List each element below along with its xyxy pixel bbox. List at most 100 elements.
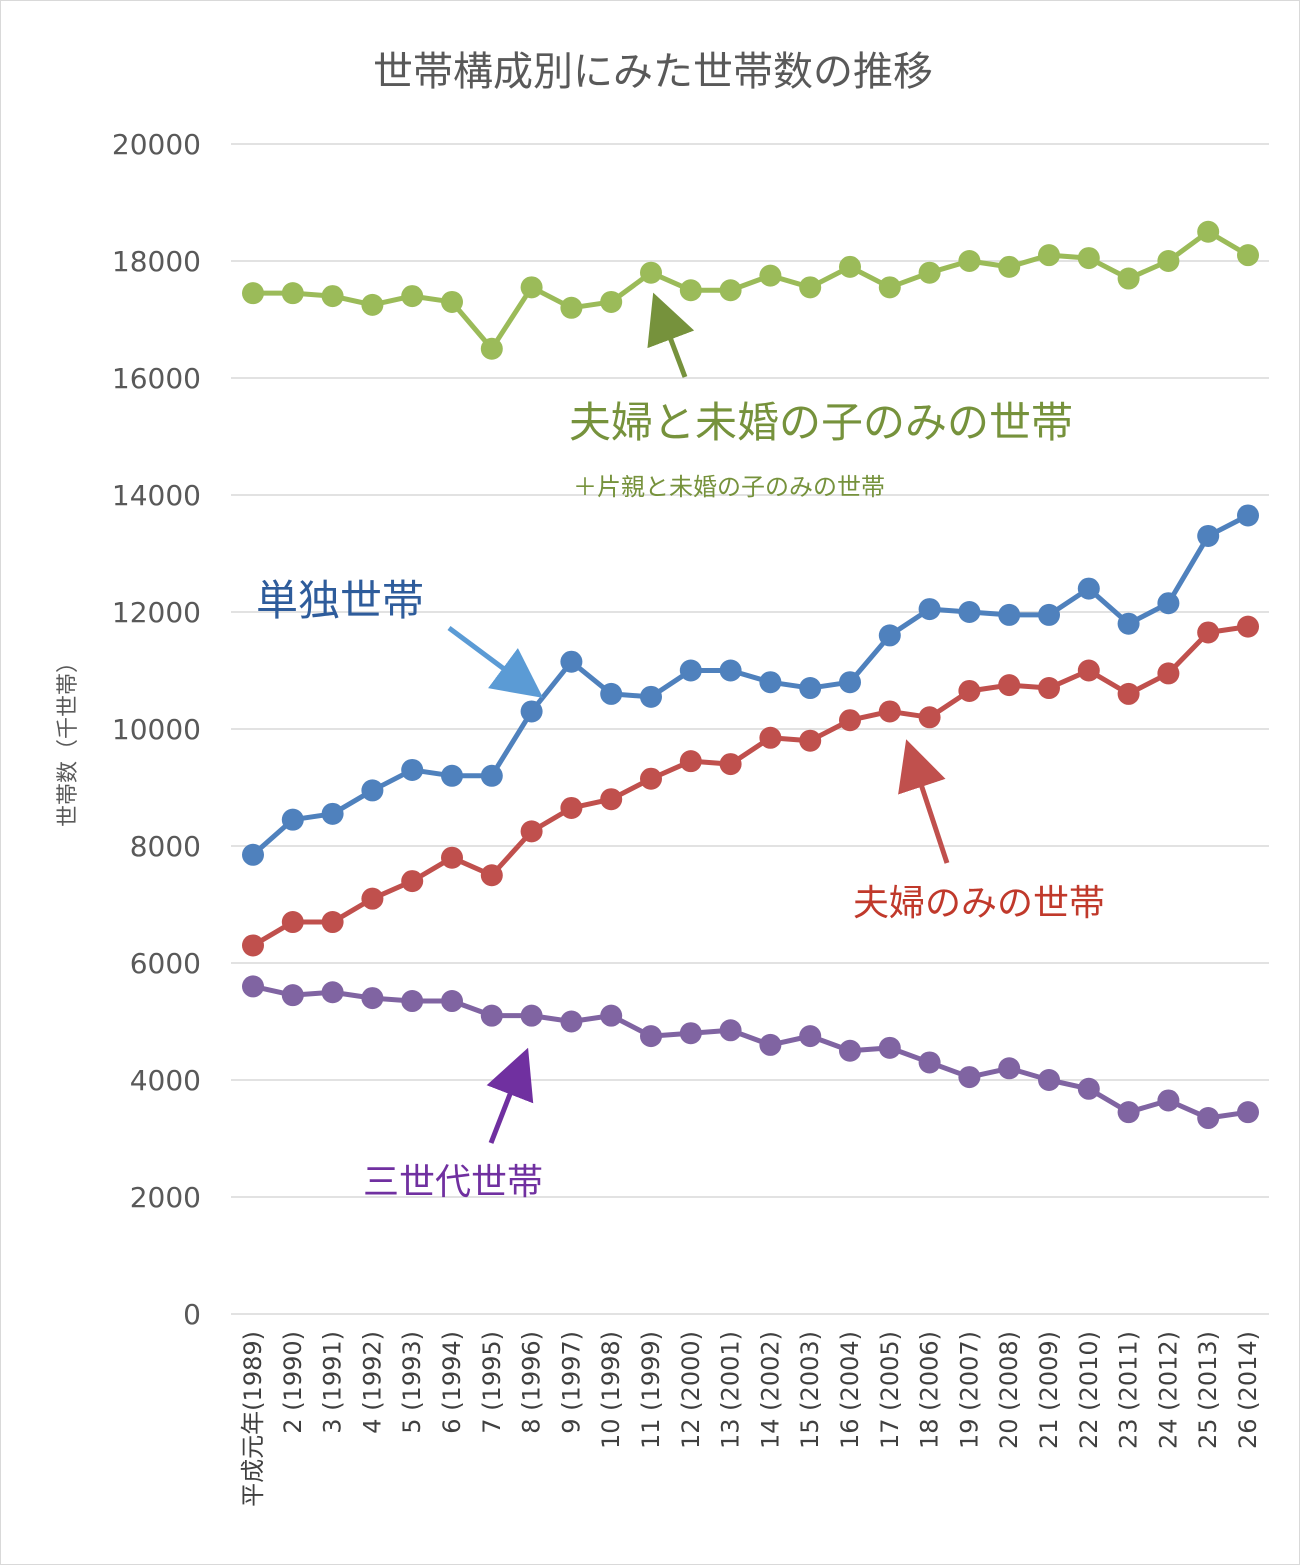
y-tick-label: 6000	[130, 947, 201, 980]
nuclear-annotation: 夫婦と未婚の子のみの世帯	[569, 398, 1073, 447]
data-point-nuclear	[719, 279, 742, 302]
y-tick-label: 12000	[112, 596, 201, 629]
x-tick-label: 13 (2001)	[717, 1331, 745, 1449]
x-tick-label: 3 (1991)	[319, 1331, 347, 1434]
x-axis-ticks: 平成元年(1989) 2 (1990) 3 (1991) 4 (1992) 5 (199…	[239, 1331, 1262, 1507]
couple-arrow	[898, 739, 950, 864]
x-tick-label: 7 (1995)	[478, 1331, 506, 1434]
x-tick-label: 25 (2013)	[1194, 1331, 1222, 1449]
x-tick-label: 22 (2010)	[1075, 1331, 1103, 1449]
data-point-single	[1117, 612, 1140, 635]
data-point-three_gen	[998, 1057, 1021, 1080]
data-point-three_gen	[878, 1036, 901, 1059]
data-point-three_gen	[1157, 1089, 1180, 1112]
data-point-couple	[799, 729, 822, 752]
x-tick-label: 18 (2006)	[916, 1331, 944, 1449]
x-tick-label: 16 (2004)	[836, 1331, 864, 1449]
data-point-three_gen	[560, 1010, 583, 1033]
data-point-nuclear	[281, 282, 304, 305]
data-point-nuclear	[1157, 250, 1180, 272]
data-point-nuclear	[520, 276, 543, 299]
data-point-three_gen	[958, 1066, 981, 1089]
x-tick-label: 19 (2007)	[955, 1331, 983, 1449]
data-point-single	[1197, 524, 1220, 547]
data-point-three_gen	[1038, 1069, 1060, 1091]
x-tick-label: 20 (2008)	[995, 1331, 1023, 1449]
data-point-couple	[600, 788, 623, 811]
data-point-couple	[560, 796, 583, 819]
data-point-single	[878, 624, 901, 647]
data-point-three_gen	[1237, 1101, 1259, 1124]
data-point-single	[401, 758, 424, 781]
data-point-three_gen	[321, 981, 344, 1004]
data-point-single	[1077, 577, 1100, 600]
series-line-three_gen	[252, 983, 1249, 1121]
data-point-couple	[520, 820, 543, 843]
series-three_gen	[242, 975, 1259, 1130]
data-point-nuclear	[480, 337, 503, 360]
data-point-three_gen	[1077, 1077, 1100, 1100]
chart-title: 世帯構成別にみた世帯数の推移	[373, 49, 933, 95]
series-layer	[242, 220, 1259, 1130]
x-tick-label: 14 (2002)	[756, 1331, 784, 1449]
nuclear-sub-annotation: ＋片親と未婚の子のみの世帯	[573, 473, 885, 501]
data-point-nuclear	[878, 276, 901, 299]
data-point-couple	[679, 750, 702, 773]
data-point-nuclear	[839, 255, 861, 278]
couple-annotation: 夫婦のみの世帯	[853, 883, 1105, 924]
data-point-couple	[1237, 615, 1259, 638]
data-point-three_gen	[1117, 1101, 1140, 1124]
x-tick-label: 平成元年(1989)	[239, 1331, 267, 1507]
gridlines	[231, 143, 1269, 1315]
data-point-nuclear	[640, 261, 662, 284]
data-point-single	[640, 685, 662, 708]
data-point-nuclear	[321, 285, 344, 308]
data-point-three_gen	[480, 1004, 503, 1027]
data-point-three_gen	[1197, 1107, 1220, 1130]
x-tick-label: 26 (2014)	[1234, 1331, 1262, 1449]
data-point-couple	[918, 706, 941, 729]
x-tick-label: 21 (2009)	[1035, 1331, 1063, 1449]
x-tick-label: 4 (1992)	[358, 1331, 386, 1434]
data-point-nuclear	[679, 279, 702, 302]
series-line-nuclear	[253, 229, 1250, 352]
data-point-single	[560, 650, 583, 673]
data-point-single	[281, 808, 304, 831]
data-point-single	[839, 671, 861, 694]
x-tick-label: 5 (1993)	[398, 1331, 426, 1434]
data-point-single	[799, 677, 822, 700]
data-point-couple	[1117, 682, 1140, 705]
data-point-couple	[480, 864, 503, 887]
x-tick-label: 10 (1998)	[597, 1331, 625, 1449]
data-point-couple	[1157, 662, 1180, 685]
data-point-nuclear	[799, 276, 822, 299]
data-point-three_gen	[401, 990, 424, 1013]
y-tick-label: 20000	[112, 128, 201, 161]
data-point-couple	[242, 934, 264, 957]
data-point-single	[600, 682, 623, 705]
data-point-single	[242, 843, 264, 866]
data-point-nuclear	[918, 261, 941, 284]
data-point-nuclear	[1237, 244, 1259, 267]
series-line-single	[251, 513, 1250, 857]
data-point-couple	[1197, 621, 1220, 644]
data-point-couple	[839, 709, 861, 732]
data-point-couple	[281, 911, 304, 934]
data-point-single	[441, 764, 463, 787]
data-point-nuclear	[1077, 247, 1100, 270]
x-tick-label: 8 (1996)	[518, 1331, 546, 1434]
data-point-three_gen	[520, 1004, 543, 1027]
y-tick-label: 2000	[130, 1181, 201, 1214]
data-point-single	[918, 598, 941, 621]
data-point-couple	[361, 887, 384, 910]
y-tick-label: 4000	[130, 1064, 201, 1097]
data-point-nuclear	[1038, 244, 1060, 267]
single-arrow	[447, 625, 544, 698]
data-point-couple	[321, 911, 344, 934]
data-point-three_gen	[799, 1025, 822, 1048]
data-point-three_gen	[918, 1051, 941, 1074]
y-tick-label: 16000	[112, 362, 201, 395]
y-axis-ticks: 0 2000 4000 6000 8000 10000 12000 14000 16000 180…	[112, 128, 201, 1331]
data-point-single	[719, 659, 742, 682]
